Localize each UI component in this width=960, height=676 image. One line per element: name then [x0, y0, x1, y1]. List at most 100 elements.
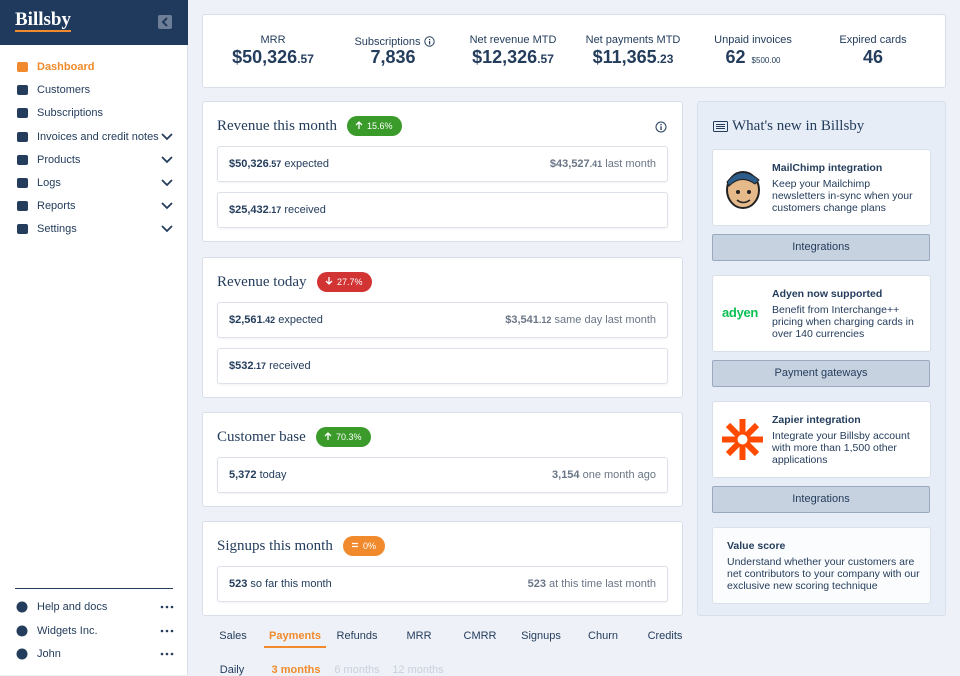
- kpi-panel: [202, 14, 946, 88]
- kpi-label: Expired cards: [813, 34, 933, 46]
- footer-item[interactable]: Widgets Inc.: [37, 624, 98, 637]
- nav-item[interactable]: Invoices and credit notes: [37, 130, 159, 143]
- tab[interactable]: Credits: [647, 630, 683, 642]
- card-title: Revenue today: [217, 274, 307, 290]
- nav-icon: [17, 62, 28, 72]
- kpi-value-main: 62: [725, 47, 746, 67]
- footer-item[interactable]: John: [37, 648, 61, 660]
- metric-text: received: [269, 360, 311, 372]
- kpi-label-text: Subscriptions: [354, 36, 421, 48]
- metric-value: 523: [229, 578, 248, 590]
- news-text: Integrate your Billsby account with more…: [772, 430, 910, 466]
- metric-cents: .42: [262, 315, 276, 325]
- nav-item[interactable]: Subscriptions: [37, 107, 104, 120]
- tab[interactable]: Sales: [219, 630, 247, 642]
- nav-chevron: [161, 202, 173, 210]
- footer-item[interactable]: Help and docs: [37, 601, 108, 613]
- brand[interactable]: Billsby: [15, 9, 71, 32]
- kpi-value: 62 $500.00: [693, 47, 813, 68]
- metric-text: expected: [284, 158, 329, 170]
- kpi-label: Unpaid invoices: [693, 34, 813, 46]
- kpi-value-cents: .57: [297, 52, 314, 66]
- metric-row: [217, 192, 668, 228]
- more-button: [160, 629, 174, 632]
- card-title: Customer base: [217, 429, 306, 445]
- news-title: Value score: [727, 540, 786, 552]
- kpi-label-text: Expired cards: [839, 34, 907, 46]
- news-button[interactable]: Integrations: [712, 486, 930, 513]
- nav-item[interactable]: Products: [37, 153, 81, 166]
- kpi-label: Subscriptions: [333, 34, 453, 48]
- nav-item[interactable]: Reports: [37, 200, 76, 213]
- metric-left: $50,326.57 expected: [229, 157, 329, 171]
- adyen-logo: adyen: [722, 305, 759, 320]
- news-card: [712, 527, 931, 604]
- nav-item[interactable]: Customers: [37, 84, 91, 97]
- subtab[interactable]: 3 months: [271, 664, 321, 676]
- metric-value: 3,154: [552, 469, 580, 481]
- metric-left: 5,372 today: [229, 468, 287, 482]
- metric-value: $50,326: [229, 158, 269, 170]
- badge-text: 27.7%: [337, 277, 363, 287]
- nav-icon: [17, 224, 28, 235]
- kpi-value: $50,326.57: [213, 47, 333, 68]
- kpi-value: $11,365.23: [573, 47, 693, 68]
- metric-row: [217, 146, 668, 182]
- tab[interactable]: MRR: [406, 630, 432, 642]
- metric-left: 523 so far this month: [229, 577, 332, 591]
- kpi-value: 46: [813, 47, 933, 68]
- news-title: Zapier integration: [772, 414, 861, 426]
- kpi-value: $12,326.57: [453, 47, 573, 68]
- sidebar: [0, 0, 188, 675]
- metric-text: today: [259, 469, 287, 481]
- metric-value: $25,432: [229, 204, 269, 216]
- card-title: Signups this month: [217, 538, 333, 554]
- metric-cents: .12: [538, 315, 552, 325]
- kpi-value-main: $12,326: [472, 47, 538, 67]
- subtab[interactable]: 12 months: [392, 664, 444, 676]
- tab[interactable]: Churn: [588, 630, 618, 642]
- card-title: Revenue this month: [217, 118, 337, 134]
- subtab[interactable]: Daily: [219, 664, 245, 676]
- more-button: [160, 652, 174, 656]
- tab[interactable]: Signups: [521, 630, 561, 642]
- kpi-label-text: Unpaid invoices: [714, 34, 792, 46]
- tab-underline: [264, 646, 326, 648]
- nav-chevron: [161, 132, 173, 140]
- metric-right: 3,154 one month ago: [552, 468, 656, 482]
- metric-left: $2,561.42 expected: [229, 313, 323, 327]
- nav-icon: [17, 201, 28, 212]
- nav-item[interactable]: Dashboard: [37, 61, 95, 73]
- mailchimp-logo: [726, 171, 760, 209]
- nav-icon: [17, 108, 28, 119]
- nav-item[interactable]: Logs: [37, 177, 61, 189]
- metric-text: received: [284, 204, 326, 216]
- kpi-label: MRR: [213, 34, 333, 46]
- tab[interactable]: Payments: [269, 630, 321, 642]
- metric-value: 5,372: [229, 469, 257, 481]
- subtab[interactable]: 6 months: [334, 664, 380, 676]
- metric-left: $25,432.17 received: [229, 203, 326, 217]
- nav-icon: [17, 131, 28, 142]
- kpi-value-main: $11,365: [592, 47, 657, 67]
- trend-arrow: [324, 432, 332, 440]
- news-button[interactable]: Integrations: [712, 234, 930, 261]
- nav-chevron: [161, 179, 173, 187]
- kpi-value-cents: .23: [656, 52, 674, 66]
- metric-right: $43,527.41 last month: [550, 157, 656, 171]
- metric-right: $3,541.12 same day last month: [505, 313, 656, 327]
- metric-value: $3,541: [505, 314, 539, 326]
- collapse-button[interactable]: [158, 15, 172, 29]
- metric-text: so far this month: [250, 578, 332, 590]
- metric-row: [217, 566, 668, 602]
- tab[interactable]: Refunds: [336, 630, 378, 642]
- nav-item[interactable]: Settings: [37, 223, 77, 236]
- metric-row: [217, 457, 668, 493]
- tab[interactable]: CMRR: [463, 630, 497, 642]
- metric-cents: .41: [589, 159, 603, 169]
- metric-row: [217, 302, 668, 338]
- nav-icon: [17, 154, 28, 165]
- news-button[interactable]: Payment gateways: [712, 360, 930, 387]
- kpi-label: Net payments MTD: [573, 34, 693, 46]
